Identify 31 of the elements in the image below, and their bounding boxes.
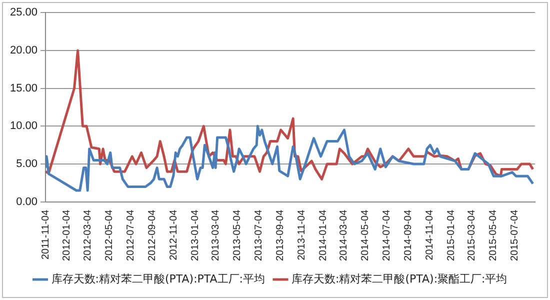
y-tick-label: 10.00 bbox=[10, 120, 38, 132]
x-tick-label: 2012-11-04 bbox=[168, 209, 180, 260]
x-tick-label: 2013-11-04 bbox=[296, 209, 308, 260]
x-tick-label: 2012-07-04 bbox=[125, 209, 136, 262]
x-tick-label: 2013-07-04 bbox=[253, 209, 264, 262]
x-tick-label: 2013-01-04 bbox=[190, 209, 201, 262]
x-tick-label: 2012-09-04 bbox=[147, 209, 158, 262]
y-tick-label: 25.00 bbox=[10, 6, 38, 19]
x-tick-label: 2014-09-04 bbox=[403, 209, 414, 262]
x-tick-label: 2014-11-04 bbox=[424, 209, 436, 260]
x-tick-label: 2013-09-04 bbox=[275, 209, 286, 262]
x-tick-label: 2015-01-04 bbox=[446, 209, 457, 262]
x-tick-label: 2013-05-04 bbox=[232, 209, 244, 262]
x-tick-label: 2012-03-04 bbox=[82, 209, 94, 262]
x-tick-label: 2014-05-04 bbox=[360, 209, 372, 262]
x-tick-label: 2013-03-04 bbox=[210, 209, 222, 262]
x-tick-label: 2014-01-04 bbox=[318, 209, 329, 262]
y-tick-label: 15.00 bbox=[10, 82, 38, 94]
x-tick-label: 2015-05-04 bbox=[488, 209, 500, 262]
x-tick-label: 2012-01-04 bbox=[62, 209, 73, 262]
x-tick-label: 2011-11-04 bbox=[40, 209, 52, 260]
legend-label: 库存天数:精对苯二甲酸(PTA):PTA工厂:平均 bbox=[51, 272, 266, 286]
legend-label: 库存天数:精对苯二甲酸(PTA):聚酯工厂:平均 bbox=[292, 272, 508, 286]
x-tick-label: 2015-07-04 bbox=[509, 209, 520, 262]
y-tick-label: 20.00 bbox=[10, 44, 38, 56]
x-tick-label: 2014-03-04 bbox=[338, 209, 350, 262]
y-tick-label: 5.00 bbox=[16, 158, 38, 170]
x-tick-label: 2012-05-04 bbox=[104, 209, 116, 262]
x-tick-label: 2014-07-04 bbox=[381, 209, 392, 262]
y-tick-label: 0.00 bbox=[16, 196, 38, 208]
x-tick-label: 2015-03-04 bbox=[466, 209, 478, 262]
